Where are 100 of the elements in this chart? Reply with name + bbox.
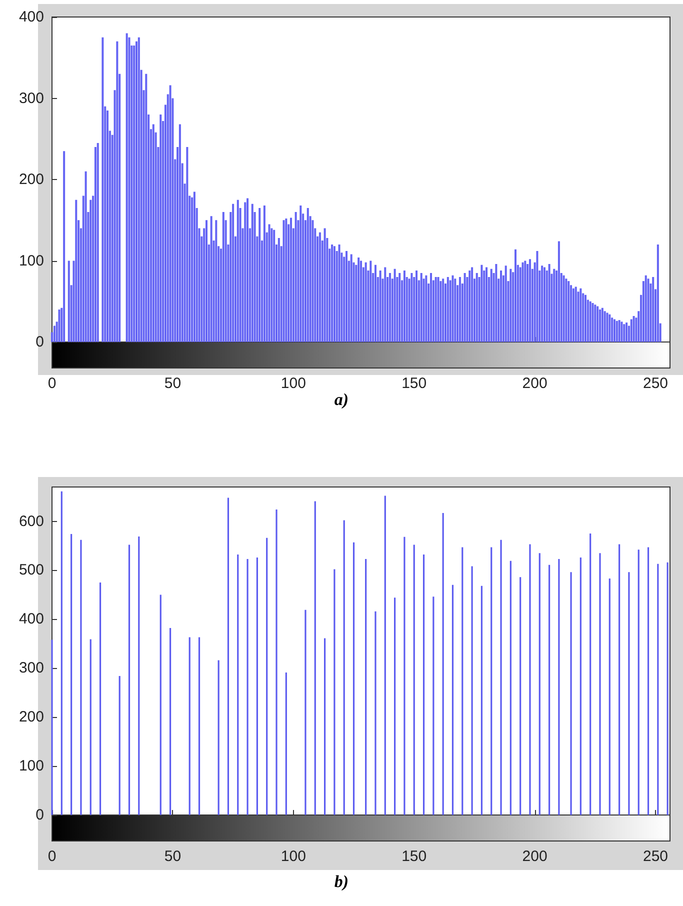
x-tick-label: 150 (402, 848, 427, 865)
bar (416, 270, 418, 342)
bar (126, 33, 128, 342)
x-tick-label: 250 (643, 848, 668, 865)
y-tick-label: 500 (18, 562, 44, 579)
bar (346, 251, 348, 342)
bar (178, 124, 181, 342)
bar (437, 277, 440, 342)
bar (632, 316, 635, 342)
bar (510, 268, 512, 342)
bar (504, 266, 507, 342)
y-tick-label: 100 (18, 252, 44, 270)
bar (270, 228, 273, 342)
bar (476, 272, 478, 342)
bar (116, 41, 118, 342)
x-tick-label: 0 (48, 848, 56, 865)
bar (384, 267, 386, 342)
bar (623, 324, 626, 342)
bar (324, 228, 326, 342)
bar (251, 204, 254, 342)
bar (246, 198, 249, 342)
bar (338, 244, 340, 342)
bar (458, 277, 461, 342)
bar (574, 286, 577, 342)
bar (616, 320, 618, 342)
bar (333, 246, 336, 342)
bar (222, 212, 224, 342)
bar (350, 254, 352, 342)
bar (420, 272, 422, 342)
text: a) (334, 390, 349, 409)
bar (464, 272, 466, 342)
y-tick-label: 100 (18, 758, 44, 775)
bar (58, 310, 60, 342)
x-tick-label: 150 (402, 375, 427, 392)
bar (606, 312, 608, 342)
bar (68, 260, 70, 342)
x-tick-label: 0 (48, 375, 56, 392)
bar (290, 218, 292, 342)
bar (236, 200, 239, 342)
y-tick-label: 200 (18, 708, 44, 726)
bar (394, 268, 396, 342)
bar (425, 275, 428, 342)
bar (318, 232, 321, 342)
bar (206, 220, 208, 342)
bar (388, 272, 391, 342)
x-tick-label: 200 (522, 848, 548, 865)
bar (656, 244, 659, 342)
bar (145, 74, 148, 342)
bar (75, 200, 78, 342)
y-tick-label: 600 (18, 512, 44, 530)
x-tick-label: 250 (643, 375, 668, 392)
bar (446, 277, 449, 342)
bar (528, 259, 531, 342)
bar (524, 260, 526, 342)
bar (495, 264, 498, 342)
y-tick-label: 300 (18, 660, 44, 677)
bar (370, 260, 372, 342)
bar (647, 278, 650, 342)
bar (652, 277, 654, 342)
bar (620, 322, 623, 342)
bar (626, 322, 628, 342)
bar (536, 251, 538, 342)
bar (601, 308, 604, 342)
bar (608, 314, 611, 342)
x-tick-label: 50 (164, 848, 182, 865)
bar (160, 114, 162, 342)
bar (613, 319, 616, 342)
bar (379, 270, 382, 342)
bar (403, 270, 406, 342)
y-tick-label: 300 (18, 90, 44, 107)
bar (486, 267, 488, 342)
bar (263, 206, 266, 342)
bar (398, 272, 401, 342)
bar (152, 124, 154, 342)
bar (268, 224, 270, 342)
bar (210, 216, 212, 342)
bar (558, 241, 560, 342)
bar (644, 275, 647, 342)
bar (541, 266, 544, 342)
bar (490, 268, 492, 342)
x-tick-label: 50 (164, 375, 182, 392)
bar (94, 147, 96, 342)
bar (273, 230, 276, 342)
bar (604, 311, 606, 342)
bar (331, 244, 334, 342)
bar (374, 264, 376, 342)
bar (454, 278, 456, 342)
bar (522, 262, 524, 342)
bar (452, 275, 454, 342)
bar (215, 220, 218, 342)
bar (584, 294, 587, 342)
bar (128, 37, 130, 342)
bar (410, 272, 413, 342)
bar (244, 202, 246, 342)
bar (572, 288, 574, 342)
bar (611, 318, 614, 342)
bar (169, 85, 172, 342)
y-tick-label: 200 (18, 171, 44, 188)
text: b) (334, 872, 349, 891)
bar (138, 37, 140, 342)
